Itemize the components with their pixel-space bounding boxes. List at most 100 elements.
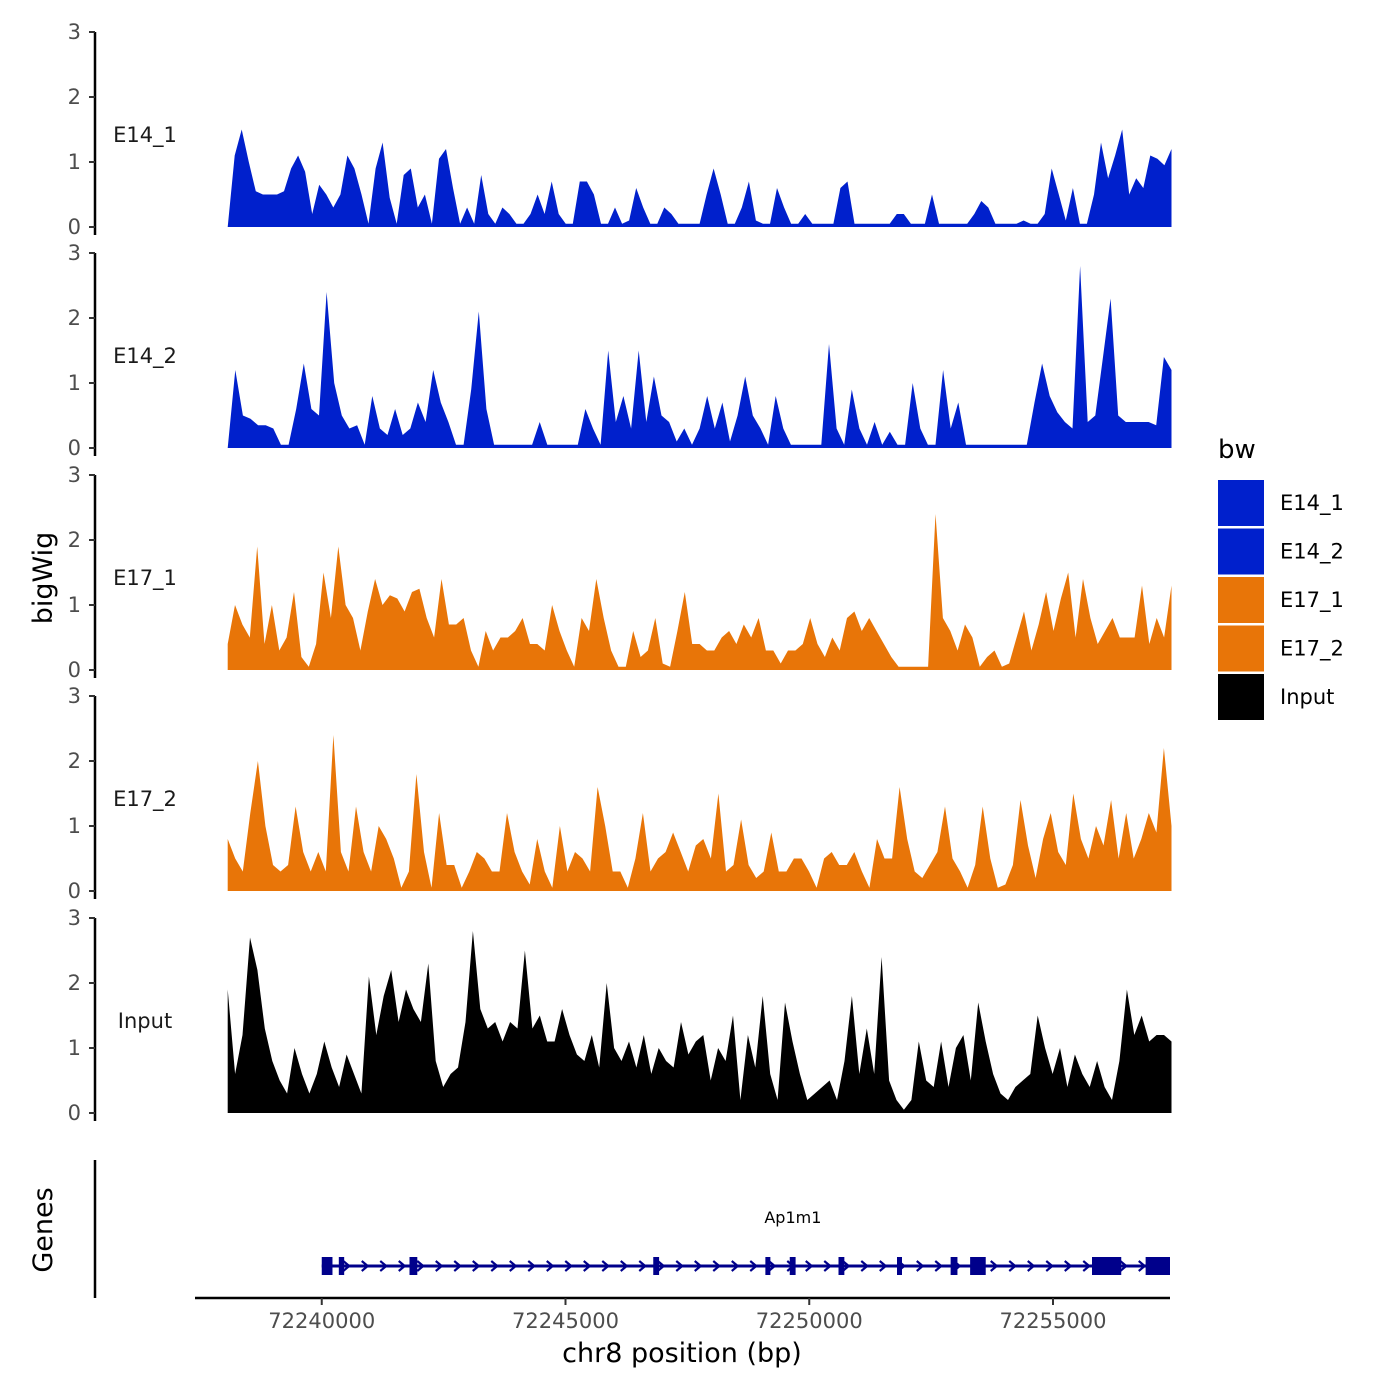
strand-arrow [453, 1260, 462, 1272]
strand-arrow [342, 1260, 351, 1272]
exon [950, 1257, 958, 1275]
y-tick-label: 3 [68, 463, 81, 487]
y-tick-label: 3 [68, 241, 81, 265]
strand-arrow [934, 1260, 943, 1272]
legend-label-E14_2: E14_2 [1280, 540, 1344, 565]
exon [321, 1257, 333, 1275]
exon [1092, 1257, 1122, 1275]
exon [1145, 1257, 1170, 1275]
strand-arrow [749, 1260, 758, 1272]
exon [653, 1257, 660, 1275]
y-tick-label: 1 [68, 150, 81, 174]
strand-arrow [1045, 1260, 1054, 1272]
strand-arrow [509, 1260, 518, 1272]
strand-arrow [805, 1260, 814, 1272]
x-tick-label: 72240000 [268, 1309, 375, 1333]
strand-arrow [583, 1260, 592, 1272]
strand-arrow [1119, 1260, 1128, 1272]
exon [789, 1257, 796, 1275]
strand-arrow [768, 1260, 777, 1272]
y-tick-label: 3 [68, 906, 81, 930]
track-E14_1: 0 1 2 3 E14_1 [68, 20, 1172, 239]
track-label: E17_2 [113, 787, 177, 812]
y-tick-label: 0 [68, 1101, 81, 1125]
strand-arrow [990, 1260, 999, 1272]
strand-arrow [860, 1260, 869, 1272]
track-label: E14_2 [113, 344, 177, 369]
coverage-area-E14_2 [227, 266, 1172, 448]
track-E14_2: 0 1 2 3 E14_2 [68, 241, 1172, 460]
strand-arrow [1138, 1260, 1147, 1272]
strand-arrow [1082, 1260, 1091, 1272]
strand-arrow [879, 1260, 888, 1272]
strand-arrow [842, 1260, 851, 1272]
x-tick-label: 72250000 [756, 1309, 863, 1333]
y-tick-label: 1 [68, 593, 81, 617]
legend-title: bw [1218, 435, 1256, 465]
strand-arrow [361, 1260, 370, 1272]
legend-label-E14_1: E14_1 [1280, 491, 1344, 516]
legend-label-E17_1: E17_1 [1280, 588, 1344, 613]
strand-arrow [1064, 1260, 1073, 1272]
y-tick-label: 1 [68, 814, 81, 838]
coverage-tracks: 0 1 2 3 E14_1 0 1 2 3 E14_2 0 1 2 3 E17_1 0 1 2 3 E17_2 0 1 2 3… [68, 20, 1172, 1125]
track-E17_2: 0 1 2 3 E17_2 [68, 684, 1172, 903]
strand-arrow [472, 1260, 481, 1272]
exon [338, 1257, 345, 1275]
x-axis: 72240000 72245000 72250000 72255000 [195, 1296, 1170, 1333]
strand-arrow [601, 1260, 610, 1272]
track-label: E14_1 [113, 123, 177, 148]
strand-arrow [398, 1260, 407, 1272]
track-E17_1: 0 1 2 3 E17_1 [68, 463, 1172, 682]
exon [409, 1257, 418, 1275]
gene-name-label: Ap1m1 [764, 1208, 821, 1227]
coverage-area-Input [227, 931, 1172, 1113]
x-axis-title: chr8 position (bp) [562, 1338, 802, 1369]
coverage-area-E17_2 [227, 735, 1172, 891]
y-axis-title: bigWig [28, 532, 59, 625]
y-tick-label: 0 [68, 879, 81, 903]
strand-arrow [546, 1260, 555, 1272]
legend-swatch-E17_1 [1218, 577, 1264, 623]
strand-arrow [823, 1260, 832, 1272]
y-tick-label: 3 [68, 684, 81, 708]
y-tick-label: 2 [68, 85, 81, 109]
genes-axis-title: Genes [28, 1187, 59, 1272]
strand-arrow [490, 1260, 499, 1272]
x-tick-label: 72245000 [512, 1309, 619, 1333]
legend-label-E17_2: E17_2 [1280, 637, 1344, 662]
y-tick-label: 2 [68, 749, 81, 773]
strand-arrow [916, 1260, 925, 1272]
x-tick-label: 72255000 [1000, 1309, 1107, 1333]
y-tick-label: 0 [68, 436, 81, 460]
track-Input: 0 1 2 3 Input [68, 906, 1172, 1125]
coverage-area-E14_1 [227, 129, 1172, 227]
y-tick-label: 0 [68, 658, 81, 682]
y-tick-label: 0 [68, 215, 81, 239]
strand-arrow [416, 1260, 425, 1272]
y-tick-label: 2 [68, 971, 81, 995]
strand-arrow [620, 1260, 629, 1272]
strand-arrow [1008, 1260, 1017, 1272]
exon [838, 1257, 845, 1275]
legend-label-Input: Input [1280, 685, 1334, 709]
y-tick-label: 3 [68, 20, 81, 44]
strand-arrow [657, 1260, 666, 1272]
genes-track: Ap1m1 [93, 1160, 1170, 1298]
strand-arrow [712, 1260, 721, 1272]
strand-arrow [675, 1260, 684, 1272]
strand-arrow [435, 1260, 444, 1272]
strand-arrow [564, 1260, 573, 1272]
coverage-area-E17_1 [227, 514, 1172, 670]
exon [897, 1257, 902, 1275]
strand-arrow [527, 1260, 536, 1272]
strand-arrow [731, 1260, 740, 1272]
exon [765, 1257, 771, 1275]
y-tick-label: 1 [68, 371, 81, 395]
legend-swatch-Input [1218, 674, 1264, 720]
y-tick-label: 1 [68, 1036, 81, 1060]
legend: bw E14_1 E14_2 E17_1 E17_2 Input [1218, 435, 1344, 720]
track-label: E17_1 [113, 566, 177, 591]
exon [970, 1257, 986, 1275]
